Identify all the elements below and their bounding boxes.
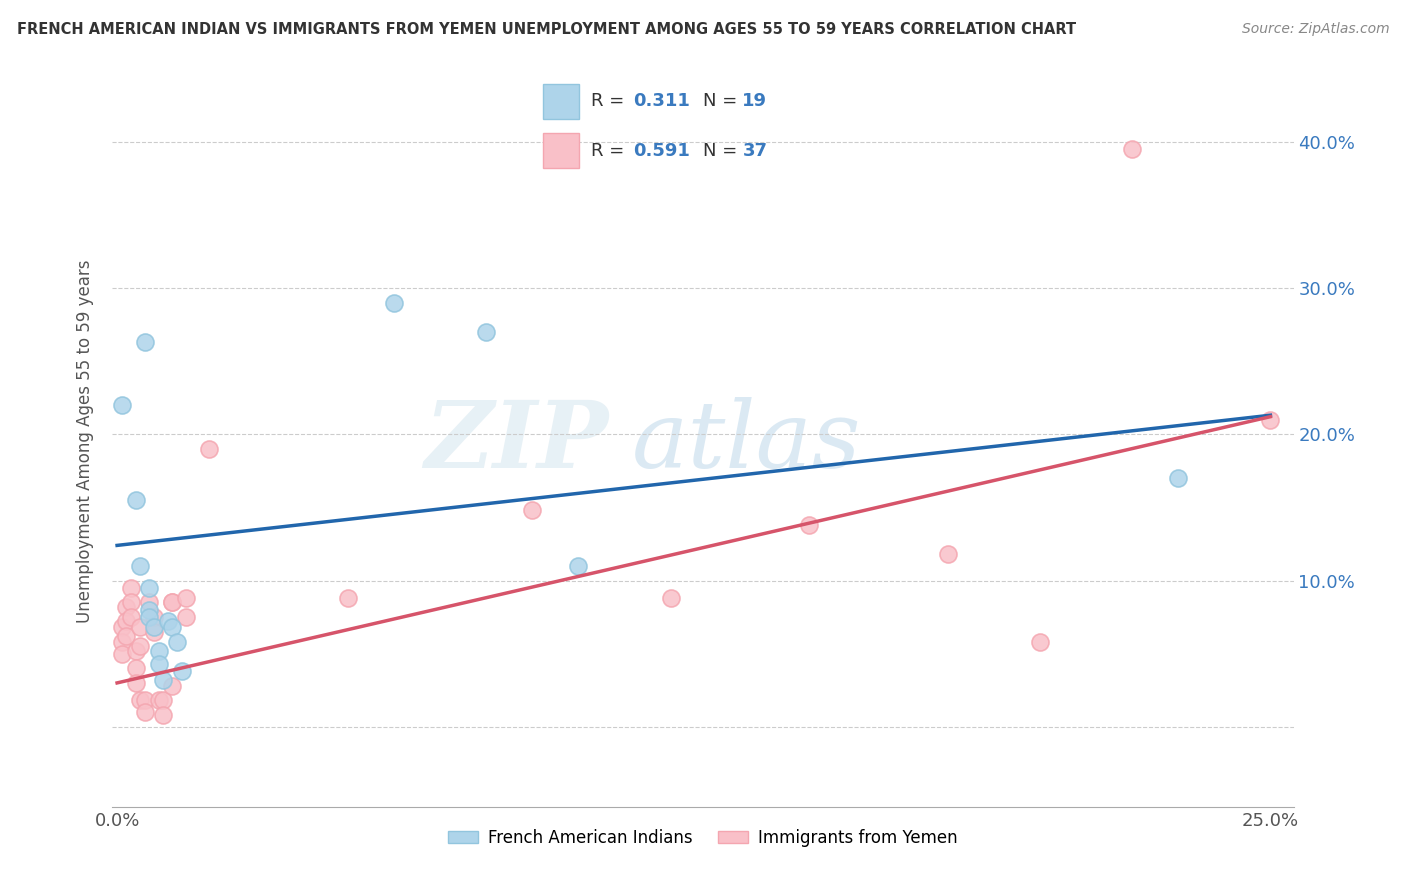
Point [111,635,134,649]
Point [166,635,188,649]
Point [336,591,359,605]
Point [138,581,160,595]
Text: N =: N = [703,142,742,160]
Text: N =: N = [703,93,742,111]
Point [382,295,405,310]
Point [174,610,197,624]
Point [162,595,184,609]
Point [152,708,174,723]
Point [162,595,184,609]
Point [1029,635,1052,649]
Point [124,493,146,508]
Point [162,679,184,693]
Point [1167,471,1189,485]
Point [120,581,142,595]
Point [134,693,156,707]
Point [152,673,174,687]
Point [1121,142,1143,156]
Point [475,325,498,339]
Point [162,620,184,634]
Point [115,629,138,643]
Text: 0.591: 0.591 [633,142,689,160]
Point [124,661,146,675]
Point [174,591,197,605]
Text: atlas: atlas [633,397,862,486]
Point [115,615,138,629]
Point [143,624,166,639]
Point [198,442,221,456]
Point [156,615,179,629]
Point [170,664,193,678]
Point [129,693,152,707]
Point [129,620,152,634]
Point [148,644,170,658]
Point [134,705,156,719]
Point [148,657,170,671]
Point [111,620,134,634]
Point [1260,412,1282,426]
Point [124,644,146,658]
Point [567,558,589,573]
Point [138,610,160,624]
Point [120,610,142,624]
Point [111,398,134,412]
Point [138,603,160,617]
Point [138,595,160,609]
FancyBboxPatch shape [543,133,579,168]
Point [143,620,166,634]
Point [797,517,820,532]
Point [936,547,959,561]
Text: FRENCH AMERICAN INDIAN VS IMMIGRANTS FROM YEMEN UNEMPLOYMENT AMONG AGES 55 TO 59: FRENCH AMERICAN INDIAN VS IMMIGRANTS FRO… [17,22,1076,37]
Y-axis label: Unemployment Among Ages 55 to 59 years: Unemployment Among Ages 55 to 59 years [76,260,94,624]
FancyBboxPatch shape [543,84,579,119]
Point [659,591,682,605]
Point [129,640,152,654]
Point [124,676,146,690]
Point [148,693,170,707]
Point [134,334,156,349]
Point [129,558,152,573]
Point [522,503,544,517]
Point [120,595,142,609]
Text: R =: R = [591,142,630,160]
Text: 0.311: 0.311 [633,93,689,111]
Legend: French American Indians, Immigrants from Yemen: French American Indians, Immigrants from… [441,822,965,854]
Text: R =: R = [591,93,630,111]
Point [143,610,166,624]
Text: 37: 37 [742,142,768,160]
Text: 19: 19 [742,93,768,111]
Text: Source: ZipAtlas.com: Source: ZipAtlas.com [1241,22,1389,37]
Point [115,599,138,614]
Point [152,693,174,707]
Text: ZIP: ZIP [425,397,609,486]
Point [111,647,134,661]
